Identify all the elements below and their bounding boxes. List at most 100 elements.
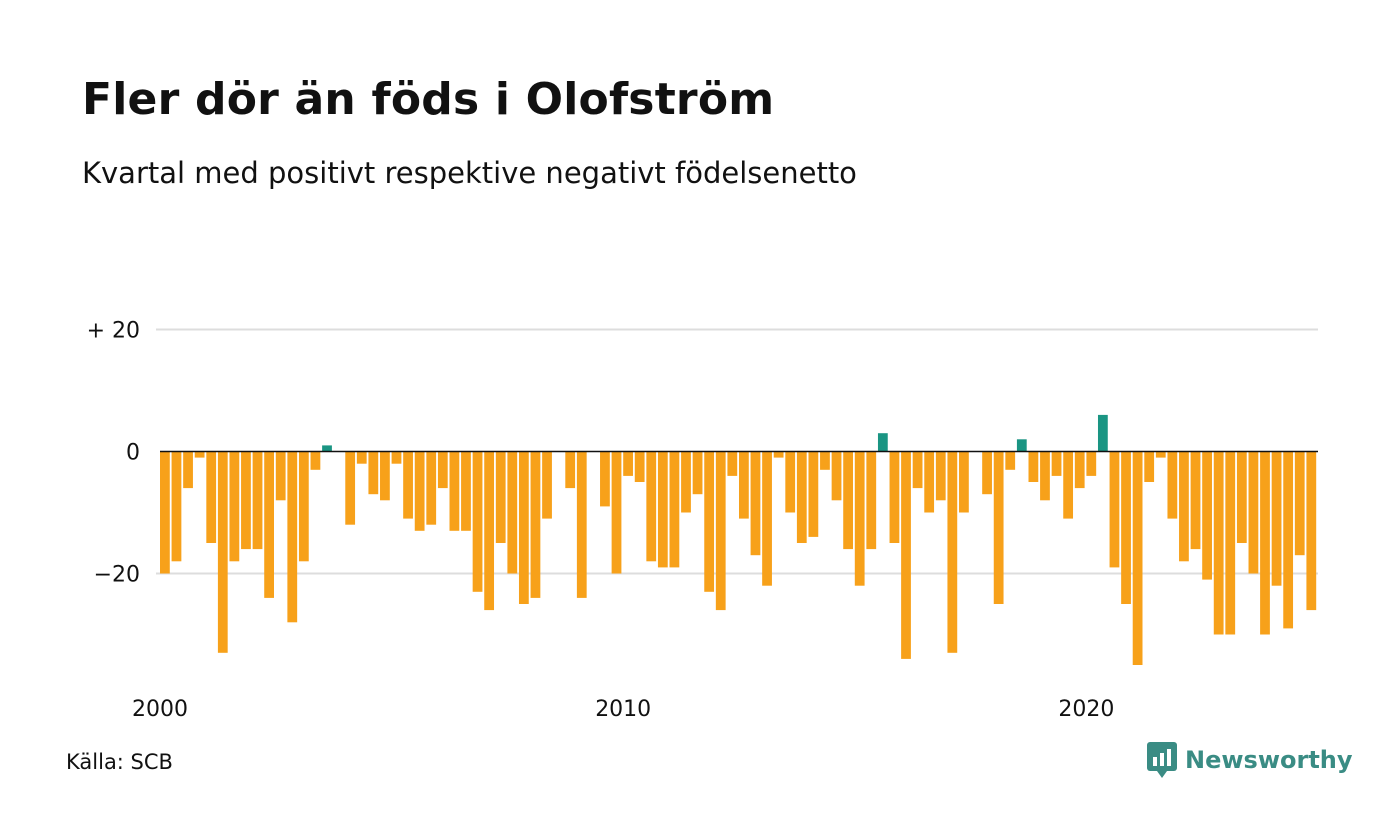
bar xyxy=(1155,451,1166,458)
bar xyxy=(229,451,240,562)
bar xyxy=(692,451,703,495)
y-tick-label: 0 xyxy=(126,441,140,466)
source-label: Källa: SCB xyxy=(66,750,173,774)
bar xyxy=(171,451,182,562)
bar xyxy=(959,451,969,513)
x-tick-label: 2000 xyxy=(132,697,188,722)
bar xyxy=(739,451,749,519)
bar xyxy=(542,451,552,519)
bar xyxy=(785,451,796,513)
bar xyxy=(750,451,761,556)
bar xyxy=(322,445,332,452)
bar xyxy=(356,451,367,464)
bar xyxy=(298,451,309,562)
y-tick-label: + 20 xyxy=(87,319,140,344)
bar xyxy=(403,451,413,519)
brand-logo[interactable]: Newsworthy xyxy=(1147,742,1353,778)
bar xyxy=(1086,451,1097,476)
bar xyxy=(600,451,610,507)
bar xyxy=(472,451,483,592)
brand-name: Newsworthy xyxy=(1185,746,1353,774)
bar xyxy=(1271,451,1282,586)
bar xyxy=(947,451,958,653)
bar xyxy=(1179,451,1189,562)
bar xyxy=(611,451,622,574)
bar xyxy=(426,451,437,525)
bar xyxy=(657,451,668,568)
bar xyxy=(773,451,784,458)
bar xyxy=(530,451,541,598)
bar xyxy=(982,451,992,495)
axis-layer: + 20 0 −20 2000 2010 2020 xyxy=(87,319,1318,722)
y-tick-label: −20 xyxy=(94,563,140,588)
bar xyxy=(160,451,170,574)
bar-layer xyxy=(160,414,1317,665)
bar xyxy=(924,451,935,513)
bar xyxy=(854,451,865,586)
bar xyxy=(866,451,877,550)
bar xyxy=(1260,451,1270,635)
chart-subtitle: Kvartal med positivt respektive negativt… xyxy=(82,156,857,190)
bar xyxy=(820,451,830,470)
bar xyxy=(310,451,321,470)
bar xyxy=(727,451,738,476)
bar xyxy=(391,451,402,464)
bar xyxy=(843,451,853,550)
bar xyxy=(935,451,946,501)
bar xyxy=(901,451,911,659)
bar xyxy=(1063,451,1074,519)
bar xyxy=(217,451,228,653)
bar xyxy=(1097,414,1108,452)
bar xyxy=(993,451,1004,604)
bar xyxy=(634,451,645,482)
bar xyxy=(345,451,356,525)
bar xyxy=(1283,451,1294,629)
bar xyxy=(1074,451,1085,489)
x-tick-label: 2020 xyxy=(1058,697,1114,722)
bar xyxy=(576,451,587,598)
bar xyxy=(241,451,251,550)
bar xyxy=(518,451,529,604)
bar xyxy=(368,451,379,495)
bar xyxy=(669,451,680,568)
bar xyxy=(762,451,772,586)
bar xyxy=(194,451,205,458)
bar xyxy=(1016,439,1027,452)
bar xyxy=(1121,451,1131,604)
bar xyxy=(1306,451,1317,611)
newsworthy-logo-icon xyxy=(1147,742,1177,778)
bar xyxy=(808,451,819,537)
bar xyxy=(1213,451,1224,635)
bar xyxy=(1248,451,1259,574)
bar xyxy=(414,451,425,531)
bar xyxy=(1225,451,1236,635)
bar xyxy=(912,451,923,489)
bar xyxy=(449,451,460,531)
bar xyxy=(1109,451,1120,568)
bar-chart: + 20 0 −20 2000 2010 2020 xyxy=(87,319,1318,722)
bar xyxy=(275,451,286,501)
bar xyxy=(1167,451,1178,519)
bar xyxy=(681,451,691,513)
bar xyxy=(646,451,657,562)
bar xyxy=(1144,451,1155,482)
bar xyxy=(183,451,193,489)
bar xyxy=(889,451,900,543)
bar xyxy=(796,451,807,543)
bar xyxy=(461,451,471,531)
bar xyxy=(1005,451,1016,470)
bar xyxy=(1028,451,1039,482)
bar xyxy=(495,451,506,543)
bar xyxy=(1294,451,1305,556)
bar xyxy=(1190,451,1201,550)
bar xyxy=(206,451,217,543)
bar xyxy=(437,451,448,489)
bar xyxy=(704,451,715,592)
chart-title: Fler dör än föds i Olofström xyxy=(82,74,775,125)
bar xyxy=(715,451,726,611)
bar xyxy=(1236,451,1247,543)
bar xyxy=(1202,451,1212,580)
bar xyxy=(252,451,263,550)
bar xyxy=(484,451,495,611)
bar xyxy=(380,451,390,501)
